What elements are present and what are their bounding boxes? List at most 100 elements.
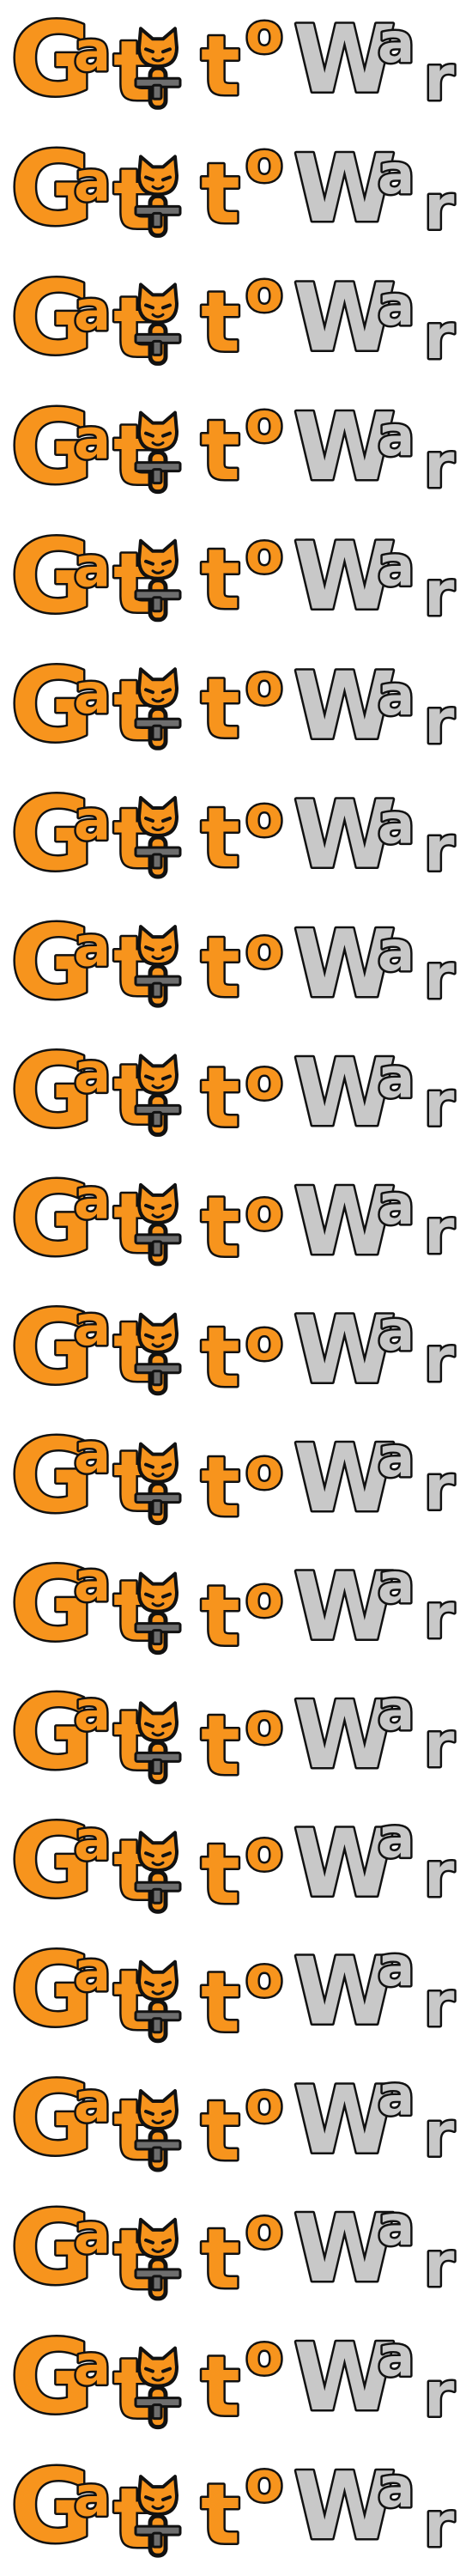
logo-glyph: o <box>245 3 283 66</box>
war-letter: a <box>376 1934 417 2002</box>
logo-glyph: t <box>201 1569 240 1665</box>
logo-glyph: a <box>74 1295 111 1358</box>
logo-glyph: W <box>293 1040 396 1147</box>
war-letter: r <box>422 556 457 632</box>
cat-head-icon <box>137 1442 179 1484</box>
logo-glyph: a <box>378 275 415 338</box>
logo-glyph: G <box>10 0 94 118</box>
logo-glyph: G <box>10 1160 94 1279</box>
war-letter: W <box>292 392 398 504</box>
logo-glyph: a <box>378 143 415 207</box>
war-letter: W <box>292 2451 398 2563</box>
logo-glyph: G <box>10 2318 94 2436</box>
gatito-letter: o <box>244 520 286 588</box>
war-letter: W <box>292 4 398 116</box>
war-letter: W <box>292 1680 398 1791</box>
gatito-letter: o <box>244 1177 286 1245</box>
logo-glyph: r <box>424 2228 455 2300</box>
cat-head-icon <box>137 1054 179 1096</box>
gatito-letter: G <box>9 1288 96 1409</box>
cat-head-icon <box>137 2089 179 2130</box>
cat-head-icon <box>137 796 179 837</box>
gatito-letter: o <box>244 915 286 983</box>
gatito-letter: a <box>72 1293 113 1361</box>
cat-head-icon <box>137 667 179 709</box>
gatito-letter: a <box>72 1549 113 1617</box>
war-letter: r <box>422 1194 457 1270</box>
logo-glyph: t <box>201 1049 240 1145</box>
logo-glyph: a <box>378 1426 415 1490</box>
gatito-letter: a <box>72 914 113 981</box>
logo-glyph: a <box>378 1680 415 1743</box>
war-letter: W <box>292 1166 398 1278</box>
gatito-letter: a <box>72 787 113 855</box>
logo-glyph: a <box>378 2457 415 2520</box>
logo-glyph: o <box>245 786 283 849</box>
gatito-letter: a <box>72 1420 113 1488</box>
gatito-letter: t <box>199 16 243 117</box>
logo-glyph: r <box>424 301 455 373</box>
logo-glyph: t <box>201 2083 240 2179</box>
war-letter: r <box>422 811 457 887</box>
logo-glyph: t <box>201 1309 240 1406</box>
gatito-letter: t <box>199 2464 243 2565</box>
logo-glyph: r <box>424 1838 455 1911</box>
gatito-letter: a <box>72 2201 113 2269</box>
logo-glyph: a <box>378 665 415 728</box>
gatito-letter: a <box>72 1166 113 1234</box>
logo-glyph: t <box>201 18 240 114</box>
gatito-letter: G <box>9 1803 96 1923</box>
logo-glyph: a <box>378 536 415 599</box>
war-letter: r <box>422 2356 457 2433</box>
war-letter: W <box>292 2323 398 2434</box>
war-letter: W <box>292 1424 398 1535</box>
logo-glyph: G <box>10 2061 94 2178</box>
gatito-letter: t <box>112 1303 155 1403</box>
gatito-letter: a <box>72 2332 113 2400</box>
logo-glyph: t <box>201 790 240 886</box>
gun-icon <box>134 2268 182 2292</box>
gatito-letter: t <box>199 272 243 373</box>
gatito-letter: G <box>9 515 96 637</box>
logo-glyph: W <box>293 7 396 114</box>
gatito-letter <box>134 2346 182 2430</box>
gatito-letter: G <box>9 1159 96 1280</box>
war-letter: r <box>422 1836 457 1912</box>
war-letter: r <box>422 2486 457 2562</box>
logo-glyph: o <box>245 2324 283 2388</box>
logo-glyph: r <box>424 2488 455 2561</box>
gun-icon <box>134 461 182 485</box>
logo-glyph: W <box>293 911 396 1018</box>
logo-glyph: a <box>74 1042 111 1105</box>
gatito-letter <box>134 1182 182 1267</box>
gatito-letter <box>134 538 182 623</box>
war-letter: a <box>376 1551 417 1619</box>
logo-glyph: t <box>201 1698 240 1794</box>
war-letter: W <box>292 2065 398 2177</box>
logo-glyph: a <box>74 2203 111 2267</box>
war-letter: a <box>376 273 417 341</box>
gatito-letter: a <box>72 1678 113 1746</box>
gatito-letter <box>134 1442 182 1526</box>
war-letter: r <box>422 2096 457 2172</box>
logo-glyph: a <box>74 790 111 854</box>
gatito-letter: t <box>112 1950 155 2050</box>
logo-glyph: a <box>74 663 111 726</box>
gatito-letter: o <box>244 2449 286 2517</box>
gatito-letter: G <box>9 1932 96 2051</box>
gun-icon <box>134 1880 182 1905</box>
logo-glyph: r <box>424 1451 455 1523</box>
logo-glyph: a <box>74 1169 111 1232</box>
war-letter: a <box>376 2324 417 2391</box>
gun-icon <box>134 332 182 356</box>
logo-glyph: t <box>201 1439 240 1535</box>
logo-glyph: o <box>245 1566 283 1630</box>
